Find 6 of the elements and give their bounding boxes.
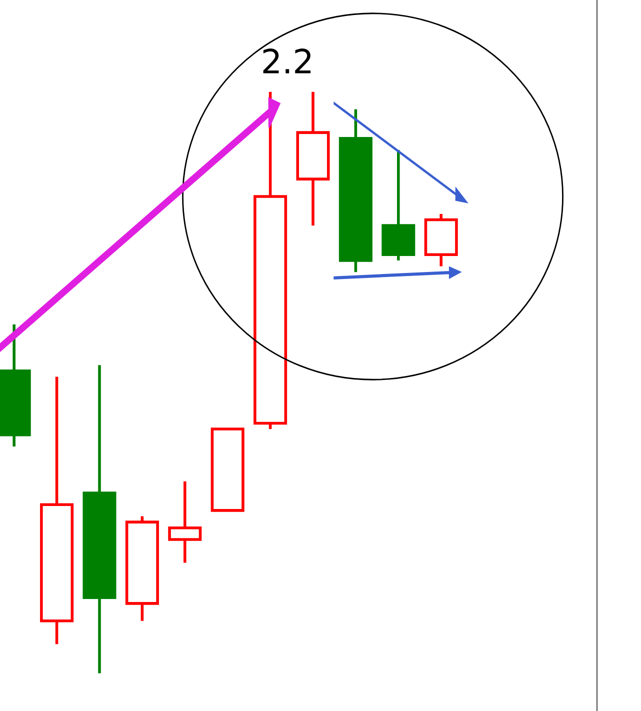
- candlestick: [168, 480, 202, 564]
- candlestick: [82, 364, 116, 675]
- candlestick: [296, 90, 330, 227]
- candlestick: [40, 375, 74, 646]
- text: 2.2: [263, 48, 311, 74]
- candlestick: [338, 108, 372, 274]
